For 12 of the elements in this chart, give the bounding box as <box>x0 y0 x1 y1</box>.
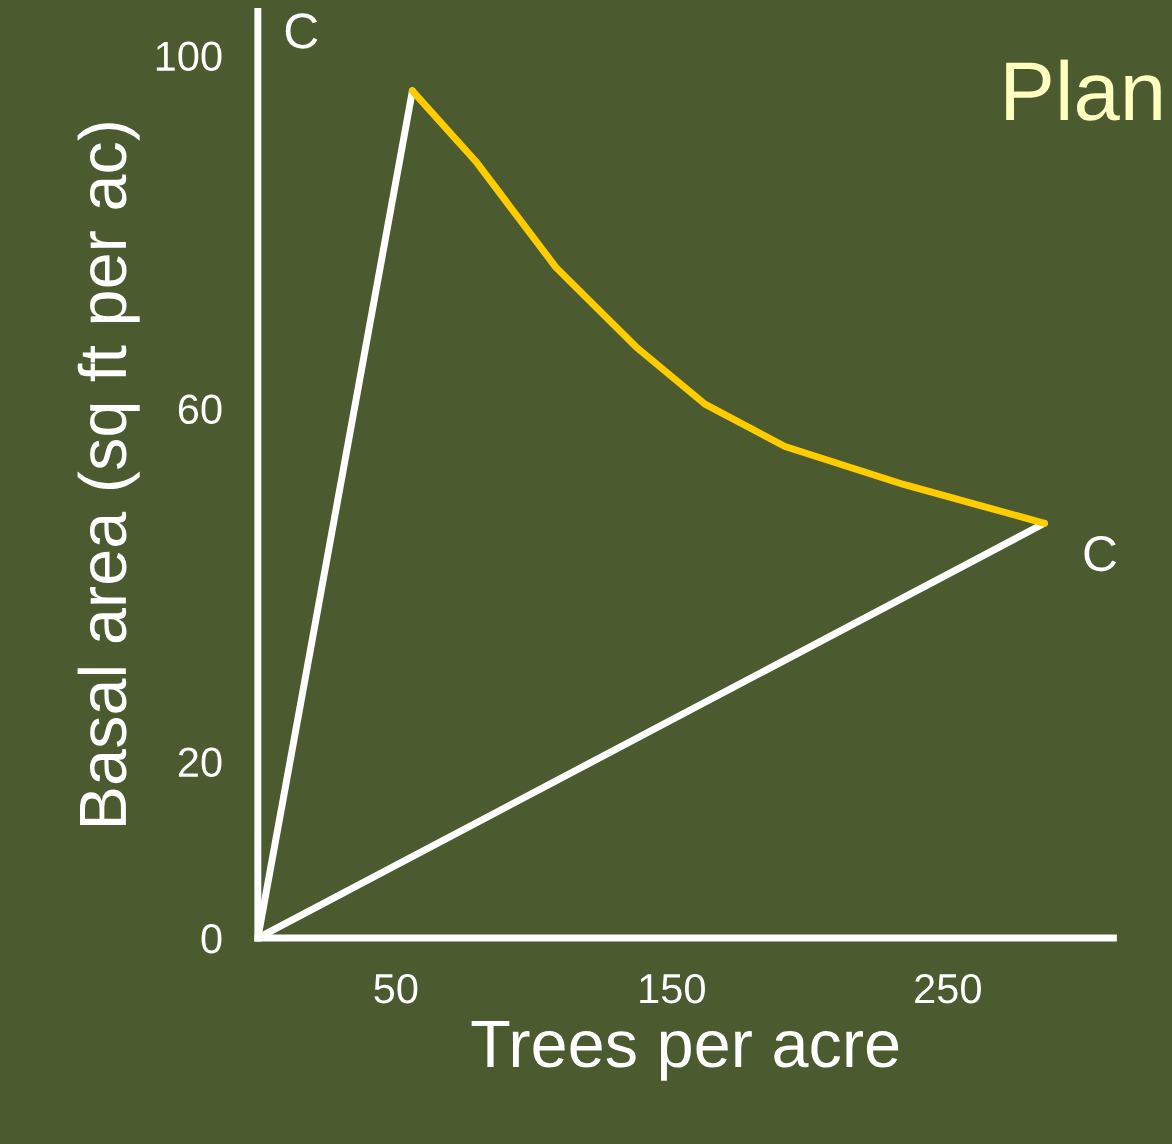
x-tick-label: 150 <box>640 973 705 1004</box>
x-tick-label: 250 <box>915 973 981 1004</box>
x-axis-title: Trees per acre <box>471 1021 899 1081</box>
x-tick-label: 50 <box>374 973 418 1004</box>
y-tick-label: 60 <box>178 394 222 425</box>
y-tick-label: 20 <box>178 747 222 778</box>
annotation: C <box>285 13 318 49</box>
annotation: C <box>1084 536 1117 572</box>
y-tick-label: 0 <box>201 924 222 954</box>
annotation: Plan <box>1006 59 1161 121</box>
y-axis-title: Basal area (sq ft per ac) <box>77 123 140 825</box>
y-tick-label: 100 <box>156 41 222 72</box>
